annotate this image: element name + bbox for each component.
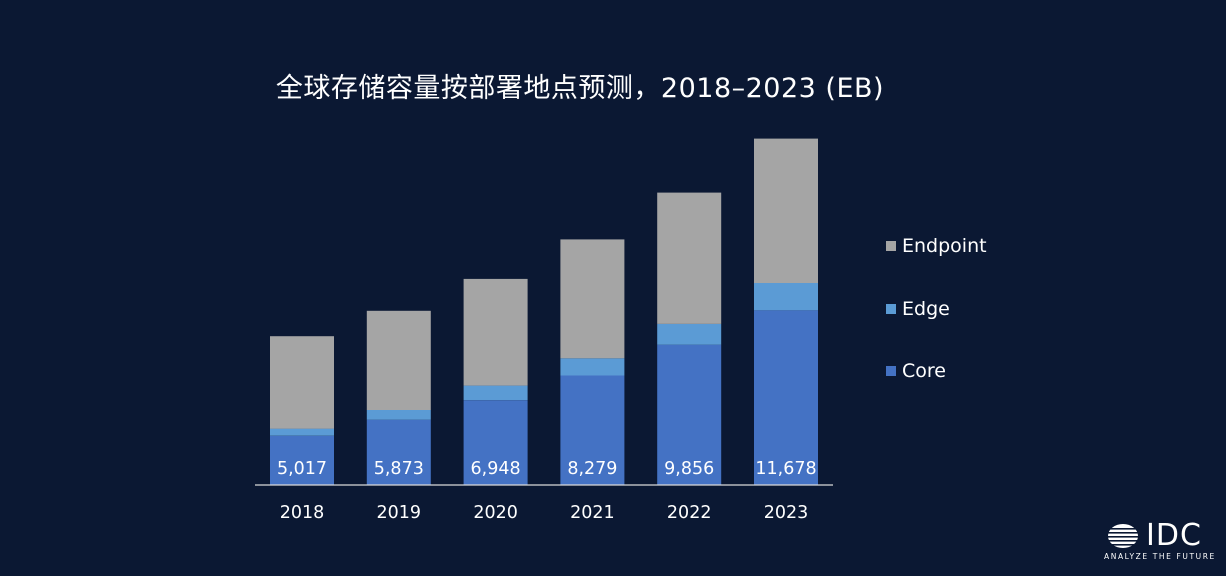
legend-label-core: Core — [902, 360, 946, 382]
total-label-2020: 6,948 — [471, 459, 521, 479]
bar-core-2018 — [270, 435, 334, 485]
idc-wordmark: IDC — [1146, 518, 1202, 553]
chart-title: 全球存储容量按部署地点预测，2018–2023 (EB) — [275, 73, 885, 104]
bar-edge-2023 — [754, 283, 818, 311]
idc-globe-icon — [1106, 524, 1140, 548]
bar-endpoint-2023 — [754, 138, 818, 283]
bar-endpoint-2021 — [560, 239, 625, 359]
x-tick-label-2019: 2019 — [377, 503, 422, 523]
bar-edge-2019 — [366, 409, 431, 420]
total-label-2022: 9,856 — [664, 459, 714, 479]
bar-edge-2020 — [463, 385, 528, 401]
total-label-2018: 5,017 — [277, 459, 327, 479]
bar-endpoint-2022 — [657, 192, 722, 324]
legend-item-core: Core — [886, 357, 987, 385]
x-tick-label-2020: 2020 — [473, 503, 518, 523]
bar-core-2021 — [560, 375, 625, 485]
x-tick-label-2022: 2022 — [667, 503, 712, 523]
x-tick-label-2023: 2023 — [764, 503, 809, 523]
bar-core-2020 — [463, 400, 528, 485]
legend-swatch-endpoint — [886, 241, 896, 251]
bar-endpoint-2020 — [463, 278, 528, 386]
bar-endpoint-2019 — [366, 310, 431, 410]
chart-legend: Endpoint Edge Core — [886, 232, 987, 420]
total-label-2021: 8,279 — [567, 459, 617, 479]
idc-tagline: ANALYZE THE FUTURE — [1104, 552, 1216, 561]
legend-label-endpoint: Endpoint — [902, 235, 987, 257]
idc-logo: IDC ANALYZE THE FUTURE — [1104, 518, 1216, 566]
legend-item-edge: Edge — [886, 295, 987, 323]
x-tick-label-2021: 2021 — [570, 503, 615, 523]
bar-edge-2022 — [657, 323, 722, 345]
legend-swatch-edge — [886, 303, 896, 314]
bar-edge-2021 — [560, 358, 625, 376]
legend-item-endpoint: Endpoint — [886, 232, 987, 260]
bar-edge-2018 — [270, 428, 334, 436]
bar-core-2023 — [754, 310, 818, 485]
legend-swatch-core — [886, 366, 896, 376]
legend-label-edge: Edge — [902, 297, 950, 320]
total-label-2023: 11,678 — [755, 459, 816, 479]
total-label-2019: 5,873 — [374, 459, 424, 479]
bar-core-2022 — [657, 344, 722, 485]
bar-endpoint-2018 — [270, 336, 334, 429]
bar-core-2019 — [366, 419, 431, 485]
x-tick-label-2018: 2018 — [280, 503, 325, 523]
